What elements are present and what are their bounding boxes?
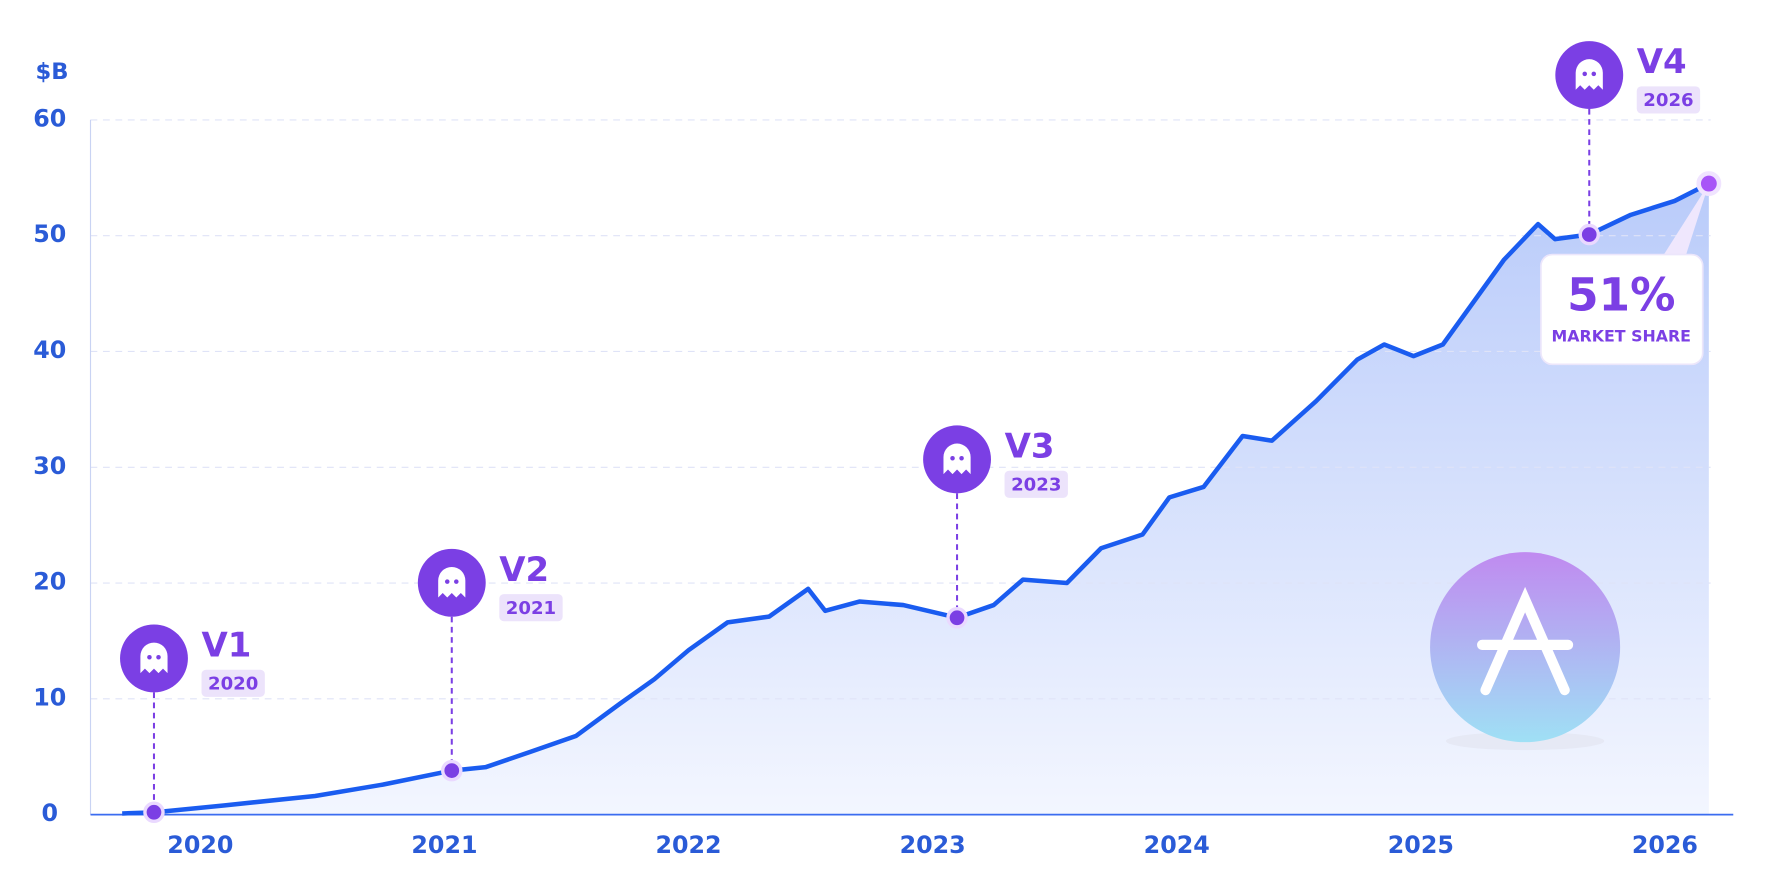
- callout-label: MARKET SHARE: [1552, 327, 1691, 346]
- y-tick-label: 60: [33, 104, 66, 132]
- ghost-icon: [1575, 59, 1603, 90]
- line: [122, 181, 1710, 816]
- ghost-icon: [438, 566, 466, 598]
- ghost-eye: [156, 655, 161, 660]
- callout-pointer: [1663, 183, 1709, 256]
- year-pill: [499, 594, 563, 622]
- ghost-icon: [943, 443, 971, 475]
- milestone-year: 2020: [208, 673, 258, 694]
- y-tick-label: 30: [33, 452, 66, 480]
- area: [122, 183, 1709, 815]
- ghost-eye: [454, 579, 459, 584]
- x-tick-label: 2023: [900, 831, 966, 859]
- y-tick-label: 10: [33, 683, 66, 711]
- y-unit: $B: [36, 59, 69, 85]
- x-tick-label: 2020: [167, 831, 233, 859]
- milestone-label: V4: [1637, 42, 1687, 82]
- milestone-label: V2: [499, 550, 549, 590]
- y-tick-label: 50: [33, 220, 66, 248]
- y-tick-label: 20: [33, 568, 66, 596]
- y-tick-label: 40: [33, 336, 66, 364]
- year-pill: [201, 669, 265, 697]
- ghost-eye: [147, 655, 152, 660]
- milestone-year: 2021: [506, 598, 556, 619]
- x-tick-label: 2025: [1388, 831, 1454, 859]
- ghost-eye: [1582, 71, 1587, 77]
- end-point: [1696, 171, 1722, 197]
- milestone-point: [143, 801, 165, 824]
- x-tick-label: 2026: [1632, 831, 1698, 859]
- year-pill: [1636, 86, 1701, 114]
- ghost-eye: [444, 579, 450, 584]
- milestone-point: [441, 759, 463, 782]
- milestone-label: V3: [1005, 427, 1055, 467]
- x-tick-label: 2021: [411, 831, 477, 859]
- milestone-year: 2026: [1643, 90, 1693, 111]
- milestone-year: 2023: [1011, 474, 1061, 495]
- callout-value: 51%: [1567, 269, 1675, 322]
- milestone-label: V1: [201, 626, 251, 666]
- logo: [1430, 552, 1621, 751]
- callout-box: [1540, 253, 1704, 366]
- year-pill: [1004, 470, 1068, 498]
- milestone-point: [946, 607, 968, 629]
- ghost-icon: [140, 642, 168, 674]
- y-tick-label: 0: [42, 799, 59, 827]
- ghost-eye: [950, 455, 955, 461]
- x-tick-label: 2022: [655, 831, 721, 859]
- x-tick-label: 2024: [1144, 831, 1210, 859]
- milestone-point: [1578, 223, 1601, 246]
- ghost-eye: [1591, 71, 1597, 77]
- ghost-eye: [959, 455, 964, 461]
